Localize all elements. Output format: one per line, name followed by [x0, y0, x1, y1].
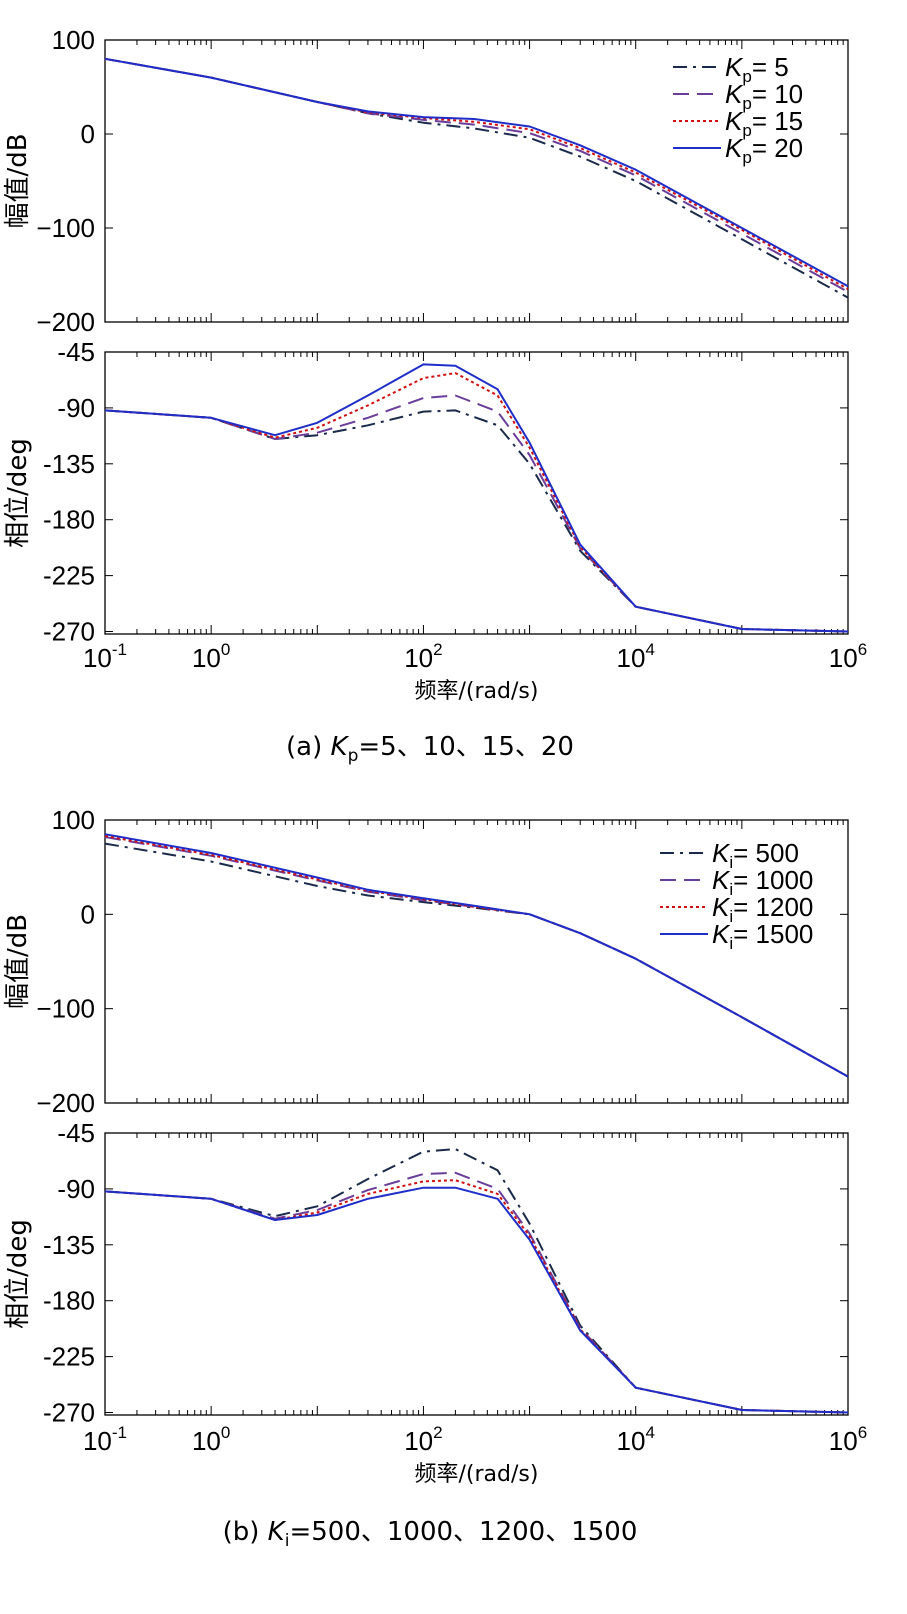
y-tick-label: −200 — [36, 1088, 95, 1118]
y-tick-label: -135 — [43, 449, 95, 479]
legend-entry: Kp= 15 — [725, 106, 803, 140]
series-line — [104, 394, 849, 633]
series-line — [104, 409, 849, 633]
series-line — [104, 57, 849, 288]
x-tick-label: 104 — [617, 1423, 655, 1456]
y-tick-label: −100 — [36, 994, 95, 1024]
series-line — [104, 1179, 849, 1414]
y-tick-label: -270 — [43, 617, 95, 647]
plot-frame — [104, 1132, 849, 1416]
plot-frame — [104, 351, 849, 635]
y-tick-label: -180 — [43, 505, 95, 535]
y-tick-label: -45 — [57, 337, 95, 367]
magnitude-axis-label: 幅值/dB — [3, 914, 33, 1009]
figure-caption: (a) Kp=5、10、15、20 — [286, 732, 574, 766]
y-tick-label: 0 — [81, 119, 95, 149]
series-line — [104, 833, 849, 1078]
y-tick-label: −200 — [36, 307, 95, 337]
y-tick-label: -135 — [43, 1230, 95, 1260]
magnitude-axis-label: 幅值/dB — [3, 133, 33, 228]
x-tick-label: 102 — [404, 640, 442, 673]
y-tick-label: -225 — [43, 1342, 95, 1372]
legend-entry: Ki= 1200 — [712, 892, 813, 926]
x-tick-label: 104 — [617, 640, 655, 673]
x-axis-label: 频率/(rad/s) — [415, 1462, 539, 1487]
y-tick-label: 100 — [52, 25, 95, 55]
series-line — [104, 835, 849, 1078]
x-tick-label: 106 — [829, 1423, 867, 1456]
x-tick-label: 102 — [404, 1423, 442, 1456]
legend-entry: Ki= 1500 — [712, 919, 813, 953]
phase-plot: -45 -90 -135 -180 -225 -270 相位/deg 10-1 100 102 10… — [3, 337, 867, 673]
series-line — [104, 1186, 849, 1414]
series-line — [104, 363, 849, 633]
y-tick-label: -270 — [43, 1398, 95, 1428]
legend-entry: Kp= 10 — [725, 79, 803, 113]
phase-axis-label: 相位/deg — [3, 438, 33, 548]
y-tick-label: 0 — [81, 899, 95, 929]
phase-plot: -45 -90 -135 -180 -225 -270 相位/deg 10-1 100 102 10… — [3, 1118, 867, 1456]
plot-frame — [104, 39, 849, 323]
y-tick-label: -180 — [43, 1286, 95, 1316]
y-tick-label: −100 — [36, 213, 95, 243]
x-tick-label: 106 — [829, 640, 867, 673]
x-tick-label: 100 — [192, 1423, 230, 1456]
figure-caption: (b) Ki=500、1000、1200、1500 — [223, 1517, 638, 1551]
phase-axis-label: 相位/deg — [3, 1219, 33, 1329]
y-tick-label: -90 — [57, 393, 95, 423]
y-tick-label: -45 — [57, 1118, 95, 1148]
y-tick-label: -225 — [43, 561, 95, 591]
legend-entry: Kp= 20 — [725, 133, 803, 167]
series-line — [104, 372, 849, 633]
y-tick-label: 100 — [52, 805, 95, 835]
plot-frame — [104, 819, 849, 1104]
legend-entry: Kp= 5 — [725, 52, 789, 86]
x-axis-label: 频率/(rad/s) — [415, 679, 539, 704]
legend-entry: Ki= 1000 — [712, 865, 813, 899]
x-tick-label: 10-1 — [83, 640, 127, 673]
x-tick-label: 100 — [192, 640, 230, 673]
series-line — [104, 1148, 849, 1414]
legend-entry: Ki= 500 — [712, 838, 799, 872]
x-tick-label: 10-1 — [83, 1423, 127, 1456]
y-tick-label: -90 — [57, 1174, 95, 1204]
series-line — [104, 1171, 849, 1414]
